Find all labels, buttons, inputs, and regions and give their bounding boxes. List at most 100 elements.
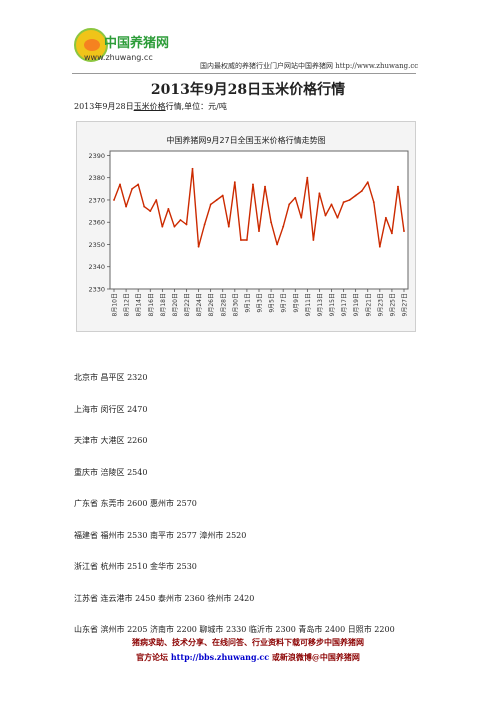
footer-weibo-text: 或新浪微博@中国养猪网 [269, 652, 360, 662]
data-point [330, 203, 333, 206]
data-point [215, 199, 218, 201]
corn-price-link[interactable]: 玉米价格 [133, 102, 166, 111]
page-subtitle: 2013年9月28日玉米价格行情,单位：元/吨 [74, 101, 227, 112]
data-point [221, 194, 224, 197]
plot-area [109, 150, 409, 290]
x-tick-label: 9月13日 [317, 293, 324, 316]
forum-link[interactable]: http://bbs.zhuwang.cc [170, 652, 270, 662]
x-tick-label: 9月1日 [244, 293, 251, 313]
data-point [397, 185, 399, 188]
x-tick-label: 8月24日 [196, 293, 203, 316]
data-point [167, 207, 170, 210]
data-point [246, 239, 248, 241]
x-tick-label: 9月3日 [257, 293, 264, 313]
data-point [137, 183, 140, 186]
x-tick-label: 9月15日 [329, 293, 336, 316]
data-point [276, 243, 279, 246]
data-point [354, 194, 357, 197]
data-point [360, 190, 363, 192]
data-point [191, 167, 194, 170]
data-point [113, 199, 115, 201]
data-point [155, 199, 158, 201]
data-point [306, 176, 309, 179]
data-point [264, 185, 266, 188]
page-title: 2013年9月28日玉米价格行情 [150, 82, 346, 98]
data-point [119, 183, 121, 186]
price-trend-chart: 中国养猪网9月27日全国玉米价格行情走势图 2330 2340 2350 2360 237… [76, 121, 416, 332]
y-tick-label: 2350 [88, 241, 105, 249]
region-price-row: 重庆市 涪陵区 2540 [74, 467, 148, 477]
y-tick-label: 2380 [88, 174, 105, 182]
y-tick-label: 2370 [88, 196, 105, 204]
region-price-row: 浙江省 杭州市 2510 金华市 2530 [74, 562, 197, 571]
data-point [282, 225, 285, 228]
data-point [227, 225, 230, 228]
region-price-row: 北京市 昌平区 2320 [74, 373, 148, 382]
y-tick-label: 2330 [88, 286, 105, 294]
y-tick-label: 2390 [88, 152, 105, 160]
region-price-row: 广东省 东莞市 2600 惠州市 2570 [74, 499, 197, 508]
data-point [179, 219, 182, 221]
x-tick-label: 9月11日 [305, 293, 312, 316]
x-tick-label: 8月16日 [148, 293, 155, 316]
data-point [300, 216, 303, 219]
data-point [233, 181, 236, 184]
region-price-row: 山东省 滨州市 2205 济南市 2200 聊城市 2330 临沂市 2300 … [74, 625, 395, 634]
data-point [149, 210, 152, 212]
data-point [185, 223, 188, 226]
x-tick-label: 8月14日 [136, 293, 143, 316]
region-price-row: 上海市 闵行区 2470 [74, 404, 148, 414]
data-point [342, 201, 345, 204]
chart-title: 中国养猪网9月27日全国玉米价格行情走势图 [166, 135, 325, 145]
data-point [209, 203, 212, 206]
subtitle-date: 2013年9月28日 [74, 102, 134, 111]
x-tick-label: 8月22日 [184, 293, 191, 316]
data-point [143, 205, 146, 208]
data-point [336, 216, 339, 219]
header-tagline: 国内最权威的养猪行业门户网站中国养猪网 http://www.zhuwang.c… [200, 62, 419, 70]
logo-emblem [74, 28, 108, 62]
data-point [348, 199, 351, 201]
data-point [258, 230, 260, 233]
region-price-row: 天津市 大港区 2260 [74, 436, 148, 445]
data-point [288, 203, 291, 206]
x-tick-label: 9月7日 [281, 293, 288, 313]
x-tick-label: 9月27日 [402, 293, 409, 316]
data-point [312, 239, 315, 241]
footer-line-2: 官方论坛 http://bbs.zhuwang.cc 或新浪微博@中国养猪网 [0, 652, 496, 663]
data-point [239, 239, 242, 241]
y-tick-label: 2340 [88, 263, 105, 271]
data-point [366, 181, 369, 184]
region-price-row: 福建省 福州市 2530 南平市 2577 漳州市 2520 [74, 530, 247, 540]
data-point [372, 201, 375, 204]
data-point [203, 223, 206, 226]
footer-line-1: 猪病求助、技术分享、在线问答、行业资料下载可移步中国养猪网 [132, 637, 364, 647]
data-point [252, 183, 254, 186]
chart-svg: 中国养猪网9月27日全国玉米价格行情走势图 2330 2340 2350 2360 237… [76, 121, 416, 332]
x-tick-label: 8月30日 [232, 293, 239, 316]
x-tick-label: 8月12日 [124, 293, 131, 316]
data-point [131, 187, 134, 190]
subtitle-unit: 行情,单位：元/吨 [165, 102, 227, 111]
y-tick-label: 2360 [88, 219, 105, 227]
x-tick-label: 9月21日 [365, 293, 372, 316]
data-point [391, 232, 393, 235]
data-point [294, 196, 297, 199]
data-point [403, 230, 405, 233]
x-tick-label: 8月28日 [220, 293, 227, 316]
x-tick-label: 8月26日 [208, 293, 215, 316]
data-point [324, 214, 327, 217]
data-point [384, 216, 387, 219]
data-point [125, 205, 127, 208]
x-tick-label: 9月9日 [293, 293, 300, 313]
data-point [173, 225, 176, 228]
x-tick-label: 9月5日 [269, 293, 276, 313]
site-logo[interactable]: 中国养猪网 www.zhuwang.cc [74, 28, 194, 64]
x-tick-label: 8月18日 [160, 293, 167, 316]
data-point [378, 245, 381, 248]
x-tick-label: 9月25日 [389, 293, 396, 316]
data-point [318, 192, 321, 195]
data-point [270, 221, 272, 224]
pig-icon [84, 39, 100, 51]
logo-name: 中国养猪网 [104, 36, 170, 51]
